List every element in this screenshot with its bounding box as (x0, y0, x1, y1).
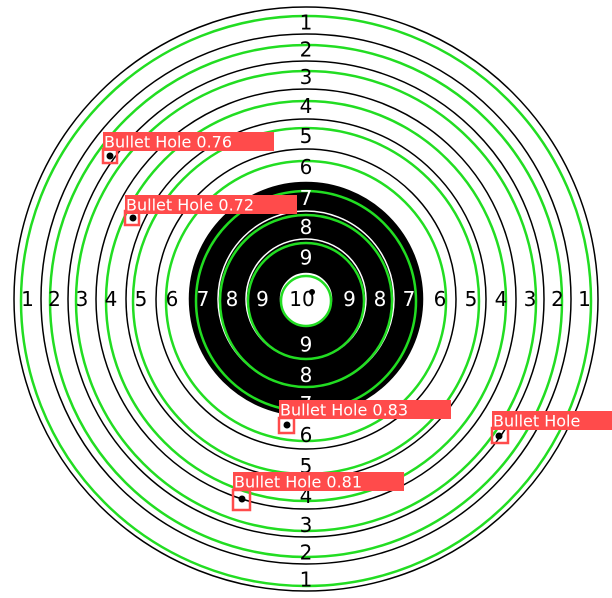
detected-ring-6 (164, 159, 448, 443)
ring-label-8-bottom: 8 (300, 363, 313, 387)
ring-label-1-bottom: 1 (300, 568, 313, 592)
ring-label-3-top: 3 (300, 65, 313, 89)
detected-ring-9 (246, 241, 366, 361)
detected-ring-3 (74, 69, 538, 533)
rings-layer (13, 6, 599, 592)
ring-label-7-right: 7 (403, 287, 416, 311)
ring-label-3-left: 3 (76, 287, 89, 311)
ring-label-9-left: 9 (256, 287, 269, 311)
detection-label: Bullet Hole 0.81 (234, 473, 362, 492)
bullet-hole-3 (283, 421, 291, 429)
ring-label-3-right: 3 (524, 287, 537, 311)
ring-label-4-top: 4 (300, 94, 313, 118)
ring-label-4-left: 4 (105, 287, 118, 311)
ring-4-outline (95, 88, 517, 510)
ring-label-8-right: 8 (374, 287, 387, 311)
detection-label: Bullet Hole (493, 412, 580, 431)
ring-label-6-left: 6 (166, 287, 179, 311)
detections-layer: Bullet Hole 0.76 Bullet Hole 0.72 Bullet H… (101, 132, 612, 512)
detected-ring-2 (48, 43, 564, 559)
detection-label-bg (103, 132, 274, 151)
ring-label-5-right: 5 (465, 287, 478, 311)
detection-4: Bullet Hole (490, 411, 612, 445)
ring-label-2-right: 2 (551, 287, 564, 311)
ring-label-8-top: 8 (300, 215, 313, 239)
bullet-hole-2 (129, 214, 137, 222)
ring-label-6-right: 6 (434, 287, 447, 311)
ring-1-outline (13, 6, 599, 592)
detection-label-bg (279, 400, 451, 419)
bullet-holes-layer (106, 152, 503, 503)
detection-5: Bullet Hole 0.81 (231, 472, 404, 512)
detection-label-bg (492, 411, 612, 430)
detected-ring-10 (279, 274, 333, 328)
detection-3: Bullet Hole 0.83 (277, 400, 451, 435)
ring-label-9-bottom: 9 (300, 333, 313, 357)
bullet-hole-1 (106, 152, 114, 160)
ring-label-1-right: 1 (578, 287, 591, 311)
detected-ring-4 (104, 99, 508, 503)
ring-label-2-left: 2 (48, 287, 61, 311)
ring-label-6-bottom: 6 (300, 423, 313, 447)
detected-ring-8 (218, 213, 394, 389)
detection-1: Bullet Hole 0.76 (101, 132, 274, 165)
bullet-hole-bull (309, 289, 315, 295)
bullet-hole-4 (495, 432, 503, 440)
ring-2-outline (40, 33, 572, 565)
ring-label-5-top: 5 (300, 124, 313, 148)
ring-label-8-left: 8 (226, 287, 239, 311)
ring-label-3-bottom: 3 (300, 513, 313, 537)
detection-label: Bullet Hole 0.76 (104, 133, 232, 152)
ring-label-6-top: 6 (300, 155, 313, 179)
ring-label-1-top: 1 (300, 11, 313, 35)
bullet-hole-5 (238, 495, 246, 503)
detected-ring-1 (19, 14, 593, 588)
detection-label-bg (233, 472, 404, 491)
ring-label-7-left: 7 (197, 287, 210, 311)
ring-3-outline (67, 60, 545, 538)
detection-label-bg (125, 195, 297, 214)
ring-labels-layer: 11112222333344445555666677778888999910 (21, 11, 591, 592)
detection-label: Bullet Hole 0.83 (280, 401, 408, 420)
ring-label-9-top: 9 (300, 246, 313, 270)
ring-label-7-top: 7 (300, 186, 313, 210)
ring-6-outline (155, 148, 457, 450)
ring-label-5-left: 5 (135, 287, 148, 311)
detection-2: Bullet Hole 0.72 (123, 195, 297, 227)
ring-label-1-left: 1 (21, 287, 34, 311)
ring-label-9-right: 9 (343, 287, 356, 311)
ring-label-2-top: 2 (300, 38, 313, 62)
detection-label: Bullet Hole 0.72 (126, 196, 254, 215)
ring-label-2-bottom: 2 (300, 541, 313, 565)
ring-label-4-right: 4 (495, 287, 508, 311)
